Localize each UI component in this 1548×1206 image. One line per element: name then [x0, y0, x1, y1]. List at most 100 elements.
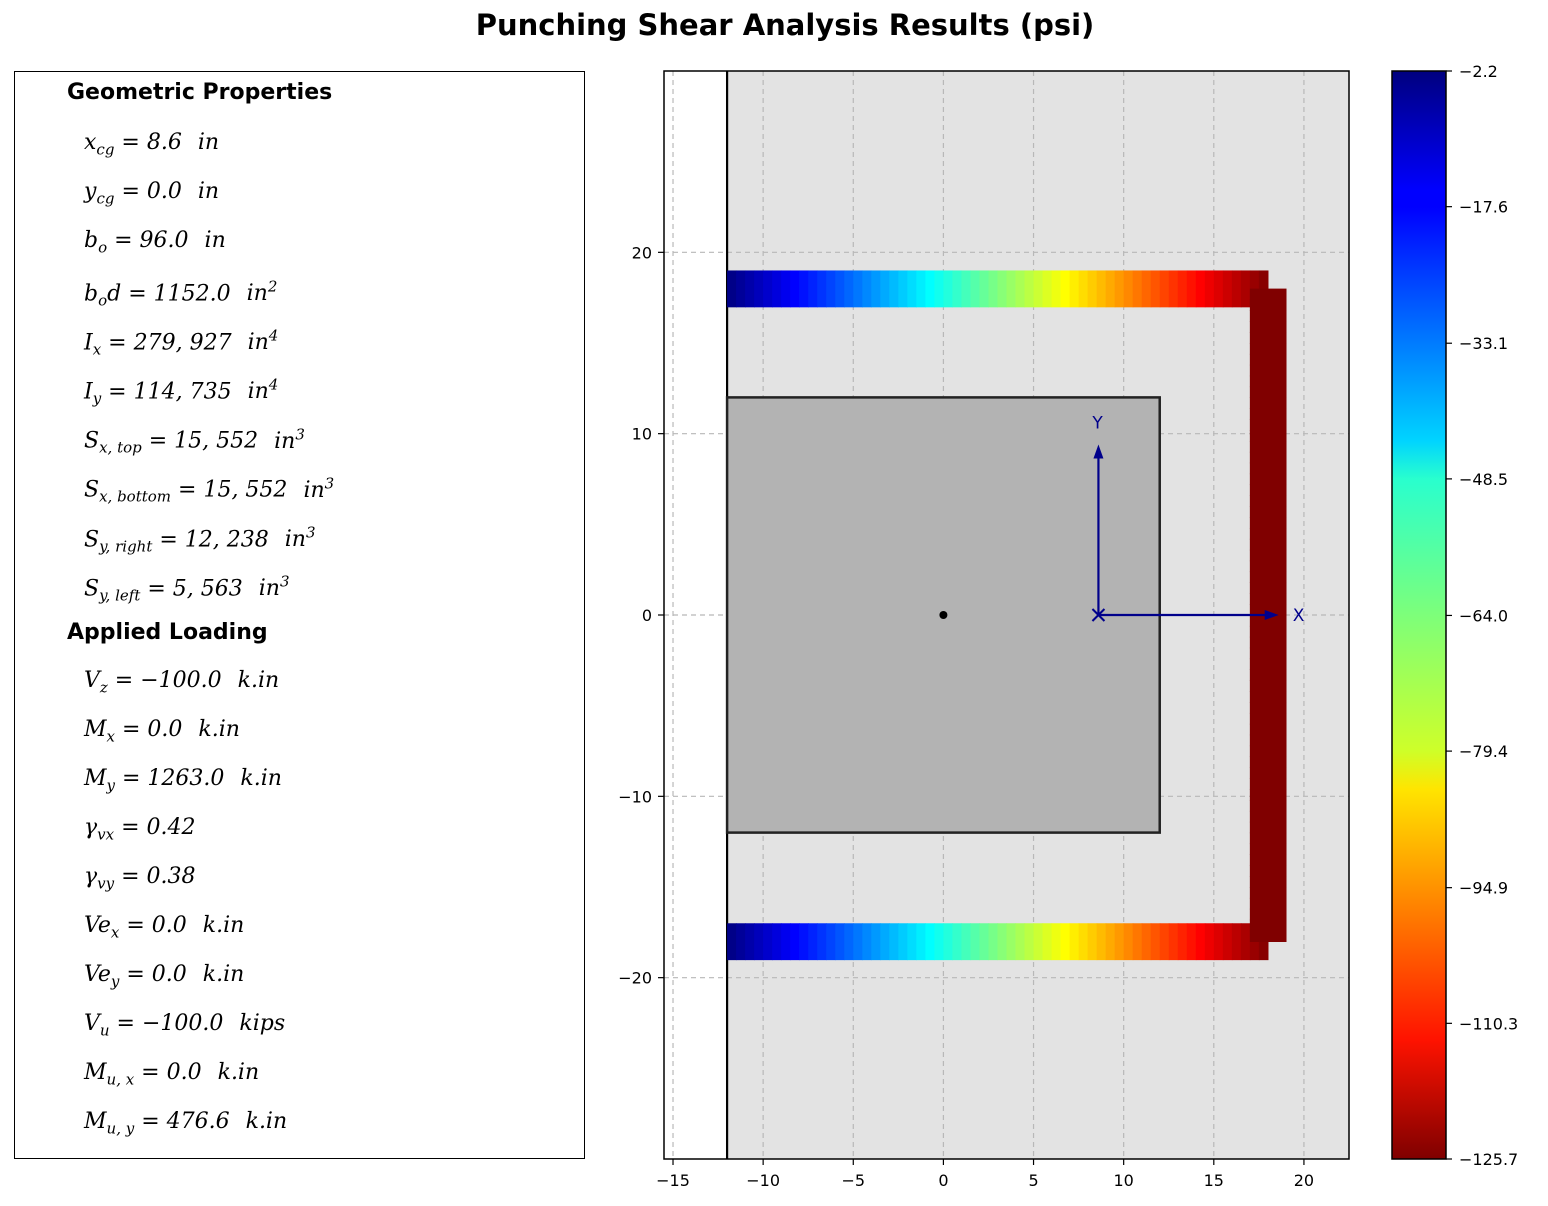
- y-tick-label: 20: [632, 243, 652, 262]
- strip-segment-bottom: [943, 923, 954, 961]
- strip-segment-top: [1132, 270, 1143, 308]
- strip-segment-top: [1195, 270, 1206, 308]
- geometric-property-row: Iy = 114, 735 in4: [84, 376, 279, 408]
- strip-segment-bottom: [925, 923, 935, 961]
- geometric-property-row: bo = 96.0 in: [84, 228, 226, 257]
- strip-segment-top: [1069, 270, 1080, 308]
- strip-segment-top: [1231, 270, 1242, 308]
- y-tick-label: −20: [618, 969, 652, 988]
- strip-segment-bottom: [1204, 923, 1215, 961]
- applied-loading-row: γvx = 0.42: [84, 815, 196, 844]
- strip-segment-top: [1024, 270, 1035, 308]
- strip-segment-right: [1249, 288, 1287, 301]
- strip-segment-right: [1249, 919, 1287, 932]
- applied-loading-row: γvy = 0.38: [84, 864, 196, 893]
- strip-segment-right: [1249, 364, 1287, 377]
- strip-segment-top: [925, 270, 935, 308]
- strip-segment-bottom: [889, 923, 899, 961]
- colorbar-tick-label: −33.1: [1459, 334, 1508, 353]
- strip-segment-bottom: [1168, 923, 1179, 961]
- strip-segment-bottom: [1033, 923, 1044, 961]
- local-y-arrowhead: [1093, 444, 1104, 459]
- strip-segment-right: [1249, 419, 1287, 431]
- strip-segment-right: [1249, 897, 1287, 910]
- strip-segment-right: [1249, 571, 1287, 583]
- strip-segment-top: [754, 270, 764, 308]
- strip-segment-right: [1249, 734, 1287, 747]
- x-tick-label: 15: [1204, 1171, 1224, 1190]
- strip-segment-bottom: [1240, 923, 1251, 961]
- strip-segment-right: [1249, 680, 1287, 692]
- strip-segment-top: [862, 270, 872, 308]
- y-tick-label: 0: [642, 606, 652, 625]
- strip-segment-right: [1249, 876, 1287, 888]
- chart-title: Punching Shear Analysis Results (psi): [475, 8, 1095, 42]
- strip-segment-bottom: [1231, 923, 1242, 961]
- strip-segment-top: [1222, 270, 1233, 308]
- strip-segment-bottom: [1042, 923, 1053, 961]
- centroid-marker: [939, 611, 948, 619]
- strip-segment-bottom: [934, 923, 945, 961]
- colorbar-tick-label: −64.0: [1459, 606, 1508, 625]
- strip-segment-right: [1249, 473, 1287, 486]
- local-origin-marker: [1091, 608, 1106, 622]
- applied-loading-row: Vz = −100.0 k.in: [84, 668, 280, 697]
- strip-segment-right: [1249, 712, 1287, 725]
- geometric-property-row: xcg = 8.6 in: [84, 130, 220, 159]
- colorbar-tick-label: −125.7: [1459, 1150, 1518, 1169]
- strip-segment-top: [1105, 270, 1116, 308]
- strip-segment-top: [781, 270, 791, 308]
- strip-segment-top: [1087, 270, 1098, 308]
- strip-segment-right: [1249, 865, 1287, 877]
- strip-segment-right: [1249, 538, 1287, 551]
- strip-segment-right: [1249, 506, 1287, 518]
- strip-segment-top: [871, 270, 881, 308]
- strip-segment-bottom: [1195, 923, 1206, 961]
- strip-segment-right: [1249, 723, 1287, 736]
- strip-segment-bottom: [871, 923, 881, 961]
- applied-loading-row: Mu, x = 0.0 k.in: [84, 1060, 260, 1089]
- strip-segment-top: [853, 270, 863, 308]
- strip-segment-right: [1249, 691, 1287, 703]
- strip-segment-bottom: [1159, 923, 1170, 961]
- strip-segment-right: [1249, 527, 1287, 540]
- geometric-property-row: Sx, top = 15, 552 in3: [84, 425, 305, 457]
- geometric-property-row: Sy, left = 5, 563 in3: [84, 572, 290, 605]
- strip-segment-bottom: [1123, 923, 1134, 961]
- strip-segment-right: [1249, 799, 1287, 812]
- strip-segment-right: [1249, 625, 1287, 638]
- strip-segment-top: [1168, 270, 1179, 308]
- x-tick-label: −15: [656, 1171, 690, 1190]
- strip-segment-top: [1096, 270, 1107, 308]
- strip-segment-bottom: [952, 923, 963, 961]
- strip-segment-top: [808, 270, 818, 308]
- local-x-axis-label: X: [1293, 606, 1305, 626]
- strip-segment-top: [943, 270, 954, 308]
- colorbar-tick-label: −2.2: [1459, 62, 1498, 81]
- strip-segment-right: [1249, 930, 1287, 942]
- strip-segment-right: [1249, 887, 1287, 899]
- geometric-property-row: bod = 1152.0 in2: [84, 277, 278, 310]
- strip-segment-right: [1249, 658, 1287, 670]
- strip-segment-right: [1249, 647, 1287, 660]
- strip-segment-top: [1015, 270, 1026, 308]
- strip-segment-top: [1177, 270, 1188, 308]
- strip-segment-top: [1078, 270, 1089, 308]
- strip-segment-top: [988, 270, 999, 308]
- colorbar-ticks: −2.2 −17.6 −33.1 −48.5 −64.0 −79.4 −94.9 −110.3…: [1446, 62, 1518, 1169]
- strip-segment-bottom: [754, 923, 764, 961]
- strip-segment-bottom: [1105, 923, 1116, 961]
- strip-segment-bottom: [1222, 923, 1233, 961]
- strip-segment-bottom: [727, 923, 737, 961]
- geometric-property-row: Sx, bottom = 15, 552 in3: [84, 474, 335, 507]
- x-tick-label: 5: [1028, 1171, 1038, 1190]
- strip-segment-top: [1042, 270, 1053, 308]
- strip-segment-bottom: [1069, 923, 1080, 961]
- strip-segment-right: [1249, 397, 1287, 409]
- strip-segment-top: [1051, 270, 1062, 308]
- strip-segment-right: [1249, 430, 1287, 442]
- strip-segment-bottom: [1051, 923, 1062, 961]
- strip-segment-top: [898, 270, 908, 308]
- strip-segment-top: [1240, 270, 1251, 308]
